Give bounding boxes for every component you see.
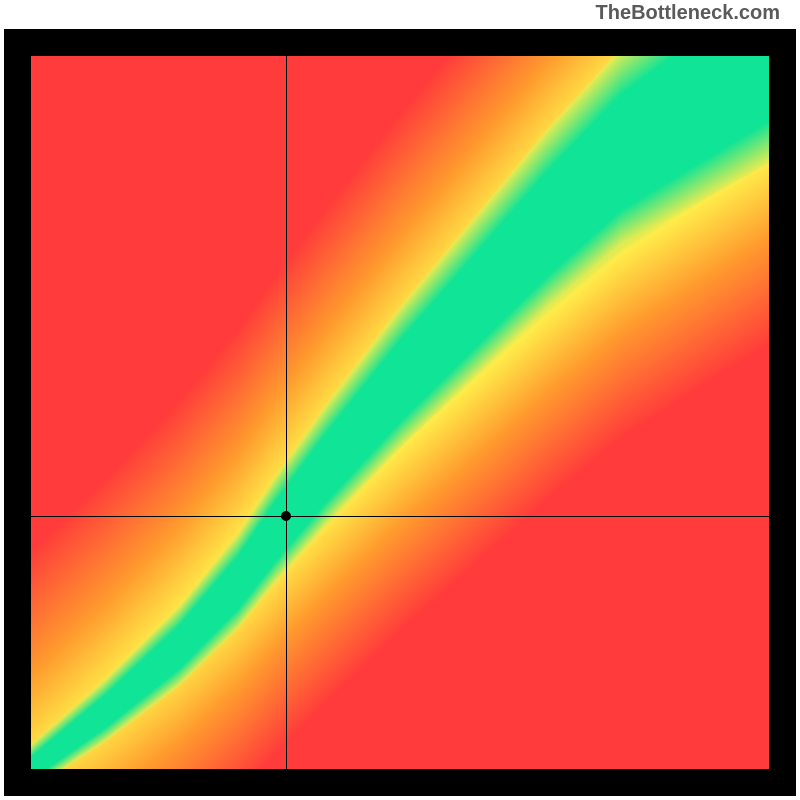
crosshair-vertical	[286, 56, 287, 769]
watermark-text: TheBottleneck.com	[596, 2, 780, 25]
heatmap-canvas	[31, 56, 769, 769]
marker-dot	[281, 511, 291, 521]
chart-container: TheBottleneck.com	[0, 0, 800, 800]
plot-area	[31, 56, 769, 769]
crosshair-horizontal	[31, 516, 769, 517]
